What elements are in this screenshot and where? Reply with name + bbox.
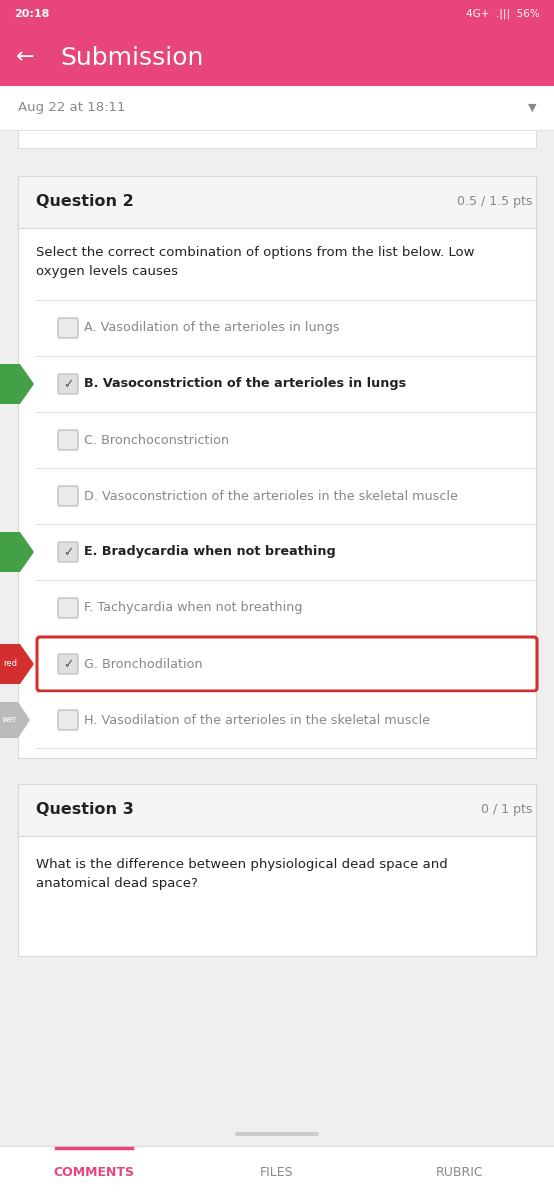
FancyBboxPatch shape <box>0 364 20 404</box>
FancyBboxPatch shape <box>0 86 554 130</box>
FancyBboxPatch shape <box>58 598 78 618</box>
FancyBboxPatch shape <box>0 702 18 738</box>
Text: red: red <box>3 660 17 668</box>
Text: Aug 22 at 18:11: Aug 22 at 18:11 <box>18 102 126 114</box>
Text: What is the difference between physiological dead space and
anatomical dead spac: What is the difference between physiolog… <box>36 858 448 890</box>
Text: Question 2: Question 2 <box>36 194 134 210</box>
Text: ✓: ✓ <box>63 378 73 391</box>
Text: FILES: FILES <box>260 1166 294 1180</box>
Text: Submission: Submission <box>60 46 203 70</box>
FancyBboxPatch shape <box>18 176 536 758</box>
Text: RUBRIC: RUBRIC <box>436 1166 484 1180</box>
Polygon shape <box>18 702 30 738</box>
FancyBboxPatch shape <box>0 0 554 28</box>
FancyBboxPatch shape <box>58 318 78 338</box>
Text: E. Bradycardia when not breathing: E. Bradycardia when not breathing <box>84 546 336 558</box>
Polygon shape <box>20 532 34 572</box>
FancyBboxPatch shape <box>18 130 536 148</box>
Text: Select the correct combination of options from the list below. Low
oxygen levels: Select the correct combination of option… <box>36 246 474 278</box>
FancyBboxPatch shape <box>0 532 20 572</box>
FancyBboxPatch shape <box>58 710 78 730</box>
FancyBboxPatch shape <box>58 486 78 506</box>
Text: ✓: ✓ <box>63 658 73 671</box>
FancyBboxPatch shape <box>58 654 78 674</box>
Polygon shape <box>20 644 34 684</box>
FancyBboxPatch shape <box>0 1146 554 1200</box>
FancyBboxPatch shape <box>18 176 536 228</box>
Text: C. Bronchoconstriction: C. Bronchoconstriction <box>84 433 229 446</box>
Text: wer: wer <box>1 715 17 725</box>
FancyBboxPatch shape <box>0 28 554 86</box>
Text: H. Vasodilation of the arterioles in the skeletal muscle: H. Vasodilation of the arterioles in the… <box>84 714 430 726</box>
FancyBboxPatch shape <box>18 784 536 956</box>
Text: G. Bronchodilation: G. Bronchodilation <box>84 658 203 671</box>
Text: D. Vasoconstriction of the arterioles in the skeletal muscle: D. Vasoconstriction of the arterioles in… <box>84 490 458 503</box>
Polygon shape <box>20 364 34 404</box>
FancyBboxPatch shape <box>37 637 537 691</box>
Text: 20:18: 20:18 <box>14 8 49 19</box>
Text: ▼: ▼ <box>527 103 536 113</box>
FancyBboxPatch shape <box>0 644 20 684</box>
Text: F. Tachycardia when not breathing: F. Tachycardia when not breathing <box>84 601 302 614</box>
Text: 0.5 / 1.5 pts: 0.5 / 1.5 pts <box>456 196 532 209</box>
FancyBboxPatch shape <box>58 430 78 450</box>
Text: 4G+  .|||  56%: 4G+ .||| 56% <box>466 8 540 19</box>
FancyBboxPatch shape <box>58 374 78 394</box>
Text: Question 3: Question 3 <box>36 803 134 817</box>
Text: COMMENTS: COMMENTS <box>54 1166 135 1180</box>
Text: ✓: ✓ <box>63 546 73 559</box>
FancyBboxPatch shape <box>18 784 536 836</box>
Text: A. Vasodilation of the arterioles in lungs: A. Vasodilation of the arterioles in lun… <box>84 322 340 335</box>
Text: B. Vasoconstriction of the arterioles in lungs: B. Vasoconstriction of the arterioles in… <box>84 378 406 390</box>
Text: 0 / 1 pts: 0 / 1 pts <box>481 804 532 816</box>
FancyBboxPatch shape <box>58 542 78 562</box>
Text: ←: ← <box>16 47 34 67</box>
